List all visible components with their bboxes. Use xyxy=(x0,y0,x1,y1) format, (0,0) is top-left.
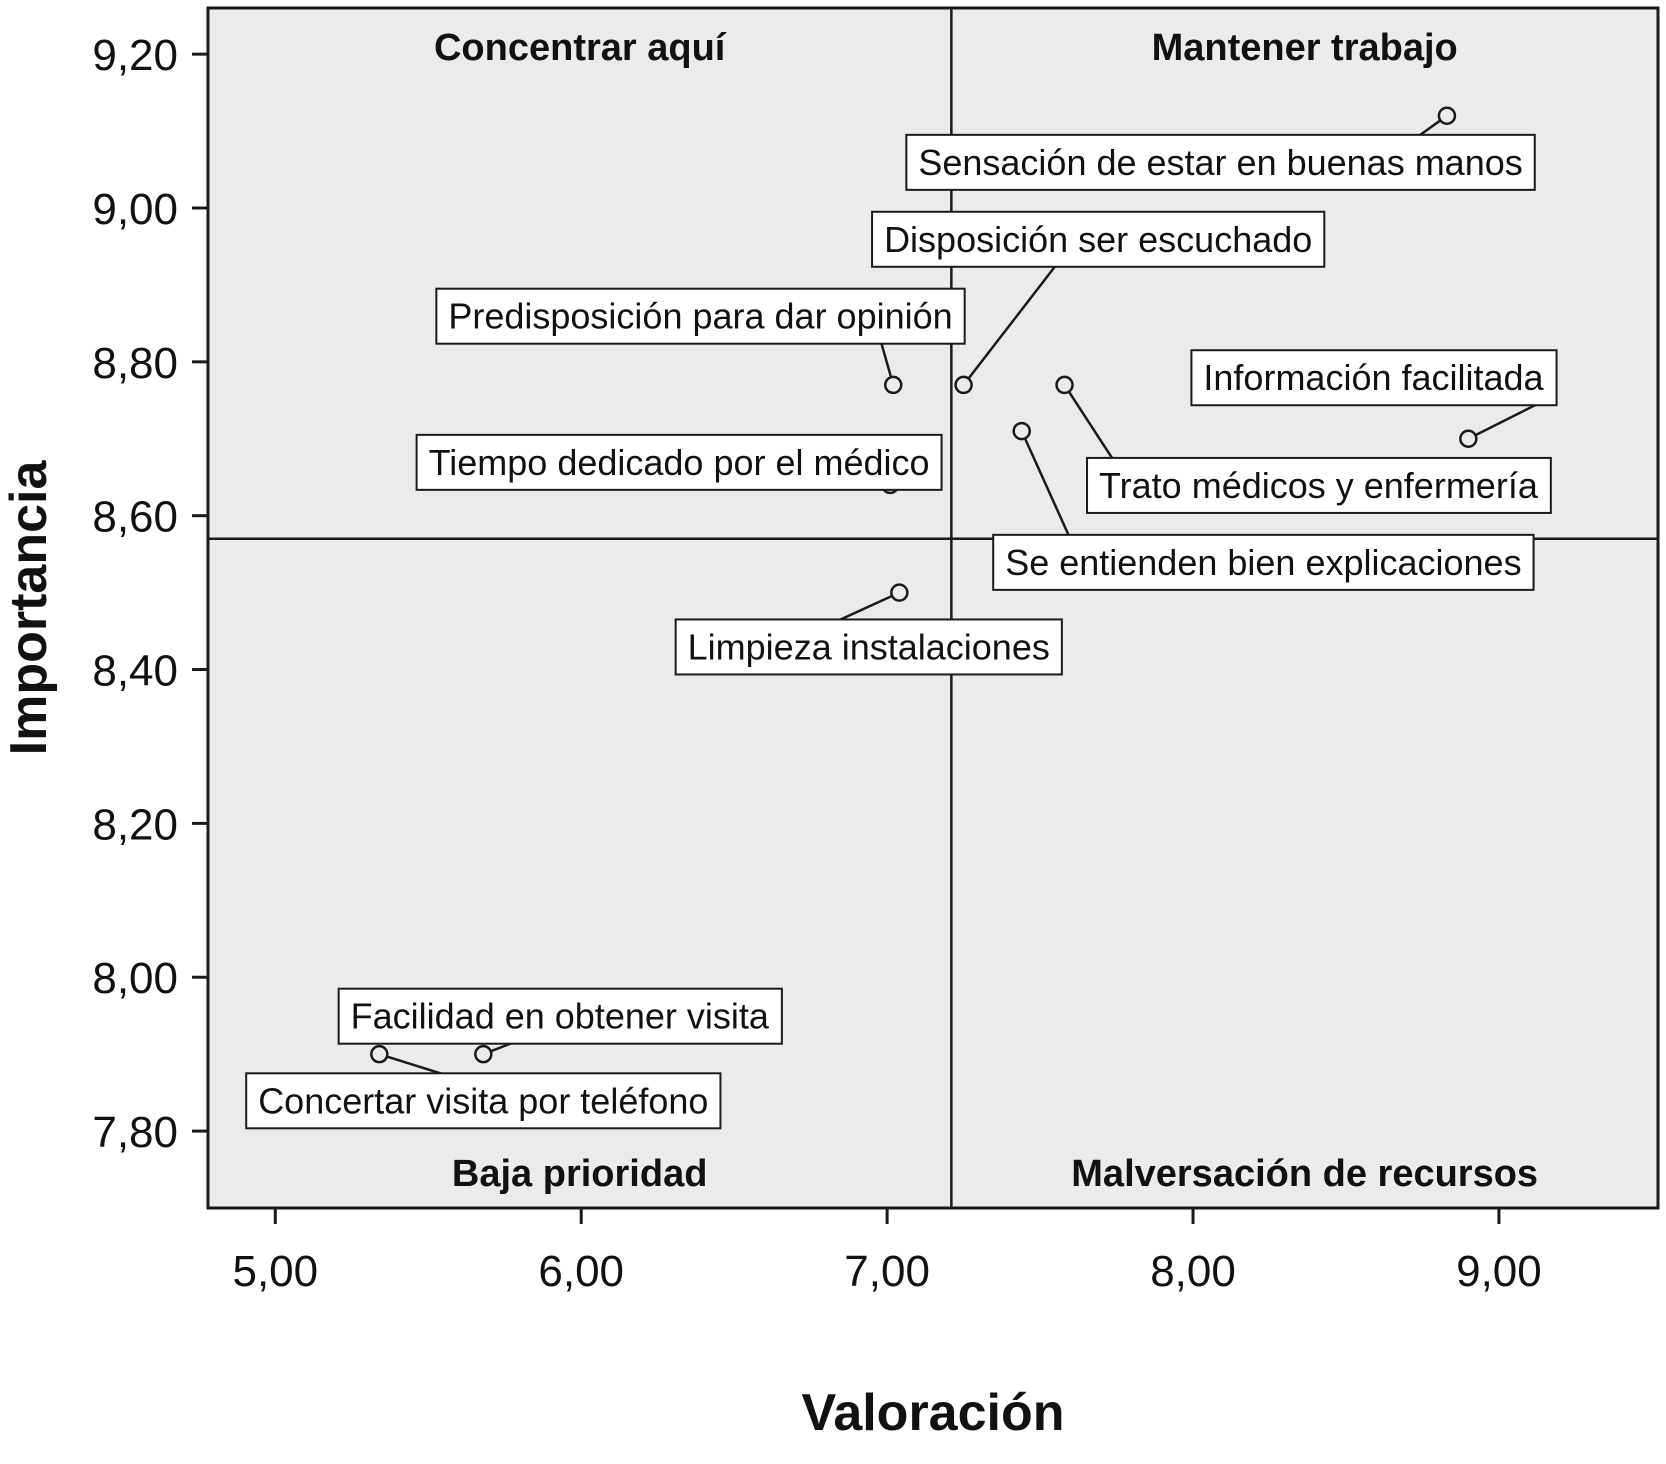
point-label-text: Concertar visita por teléfono xyxy=(258,1080,708,1121)
y-tick-label: 8,60 xyxy=(92,493,178,542)
x-axis-title: Valoración xyxy=(802,1384,1065,1442)
y-tick-label: 8,80 xyxy=(92,339,178,388)
point-label-box xyxy=(415,433,943,491)
y-tick-label: 7,80 xyxy=(92,1108,178,1157)
point-label-box xyxy=(435,287,966,345)
y-tick-label: 9,20 xyxy=(92,31,178,80)
label-leader-line xyxy=(1467,399,1546,440)
label-leader-line xyxy=(962,253,1066,386)
point-label-box xyxy=(871,210,1326,268)
x-tick-label: 5,00 xyxy=(232,1247,318,1296)
point-label-text: Información facilitada xyxy=(1203,357,1544,398)
data-point-marker xyxy=(883,375,903,395)
x-tick-label: 7,00 xyxy=(844,1247,930,1296)
plot-frame xyxy=(206,6,1660,1210)
data-point-marker xyxy=(954,375,973,395)
quadrant-label: Malversación de recursos xyxy=(1071,1153,1538,1195)
y-axis-title: Importancia xyxy=(0,460,58,756)
point-label-box xyxy=(905,133,1536,191)
data-point-marker xyxy=(1055,375,1074,395)
point-label-box xyxy=(245,1072,722,1130)
data-point-marker xyxy=(474,1044,493,1064)
point-label-text: Se entienden bien explicaciones xyxy=(1005,542,1521,583)
quadrant-label: Mantener trabajo xyxy=(1152,27,1458,69)
point-label-text: Limpieza instalaciones xyxy=(688,626,1050,667)
point-label-box xyxy=(992,533,1535,591)
label-leader-line xyxy=(831,591,900,625)
data-point-marker xyxy=(1437,106,1457,125)
point-label-text: Disposición ser escuchado xyxy=(884,219,1312,260)
x-tick-label: 8,00 xyxy=(1150,1247,1236,1296)
point-label-box xyxy=(1190,349,1558,407)
point-label-box xyxy=(1086,456,1552,514)
y-tick-label: 9,00 xyxy=(92,185,178,234)
y-tick-label: 8,00 xyxy=(92,954,178,1003)
y-tick-label: 8,20 xyxy=(92,800,178,849)
point-label-box xyxy=(674,618,1063,676)
data-point-marker xyxy=(370,1044,389,1064)
point-label-text: Tiempo dedicado por el médico xyxy=(429,442,930,483)
data-point-marker xyxy=(1459,429,1478,449)
data-point-marker xyxy=(1012,421,1031,441)
y-tick-label: 8,40 xyxy=(92,647,178,696)
quadrant-label: Concentrar aquí xyxy=(434,27,727,69)
point-label-text: Sensación de estar en buenas manos xyxy=(918,142,1522,183)
x-tick-label: 6,00 xyxy=(538,1247,624,1296)
point-label-text: Trato médicos y enfermería xyxy=(1099,465,1539,506)
label-leader-line xyxy=(1063,384,1121,471)
label-leader-line xyxy=(1020,430,1075,547)
point-label-text: Predisposición para dar opinión xyxy=(448,296,952,337)
quadrant-label: Baja prioridad xyxy=(452,1153,708,1195)
point-label-text: Facilidad en obtener visita xyxy=(351,996,770,1037)
point-label-box xyxy=(337,987,783,1045)
data-point-marker xyxy=(890,583,909,602)
x-tick-label: 9,00 xyxy=(1456,1247,1542,1296)
